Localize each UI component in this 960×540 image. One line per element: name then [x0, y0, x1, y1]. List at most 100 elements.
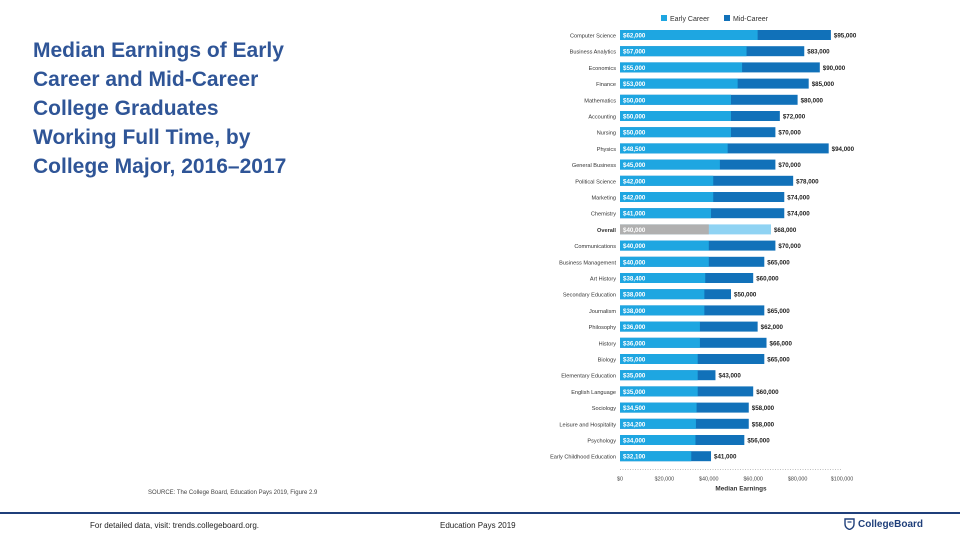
data-label-mid: $70,000 — [778, 130, 801, 137]
data-label-mid: $90,000 — [823, 65, 846, 72]
category-label: Psychology — [587, 439, 616, 445]
data-label-early: $50,000 — [623, 97, 646, 104]
bar-early-career — [620, 435, 696, 445]
data-label-early: $38,000 — [623, 292, 646, 299]
data-label-early: $62,000 — [623, 33, 646, 40]
data-label-mid: $50,000 — [734, 292, 757, 299]
logo-text: CollegeBoard — [858, 518, 924, 530]
data-label-early: $35,000 — [623, 357, 646, 364]
bar-early-career — [620, 451, 692, 462]
data-label-mid: $74,000 — [787, 211, 810, 218]
category-label: Accounting — [588, 115, 616, 121]
data-label-mid: $83,000 — [807, 49, 830, 56]
legend-swatch-mid — [724, 15, 730, 21]
data-label-mid: $85,000 — [812, 81, 835, 88]
bar-early-career — [620, 46, 747, 57]
data-label-early: $34,000 — [623, 438, 646, 445]
data-label-mid: $65,000 — [767, 259, 790, 266]
data-label-mid: $66,000 — [770, 340, 793, 347]
bar-early-career — [620, 78, 738, 89]
data-label-mid: $65,000 — [767, 308, 790, 315]
bar-early-career — [620, 386, 698, 397]
bar-early-career — [620, 208, 712, 219]
x-tick-label: $40,000 — [699, 476, 719, 482]
data-label-mid: $58,000 — [752, 405, 775, 412]
category-label: Journalism — [589, 309, 616, 315]
data-label-early: $57,000 — [623, 49, 646, 56]
bar-early-career — [620, 418, 696, 429]
bar-early-career — [620, 224, 709, 235]
category-label: Overall — [597, 228, 616, 234]
category-label: General Business — [572, 163, 616, 169]
bar-early-career — [620, 273, 706, 283]
category-label: Political Science — [575, 179, 616, 185]
footer-link-text: For detailed data, visit: trends.college… — [90, 521, 259, 530]
data-label-mid: $60,000 — [756, 276, 779, 283]
bar-chart: Early Career Mid-Career Computer Science $6… — [550, 15, 857, 492]
bar-early-career — [620, 240, 709, 251]
footer-publication: Education Pays 2019 — [440, 521, 516, 530]
category-label: Chemistry — [591, 212, 616, 218]
data-label-early: $40,000 — [623, 243, 646, 250]
data-label-early: $34,500 — [623, 405, 646, 412]
x-tick-label: $80,000 — [788, 476, 808, 482]
data-label-early: $45,000 — [623, 162, 646, 169]
bar-early-career — [620, 159, 720, 170]
bar-early-career — [620, 111, 731, 121]
category-label: Secondary Education — [563, 293, 616, 299]
bar-early-career — [620, 143, 728, 154]
bar-early-career — [620, 321, 700, 332]
data-label-early: $48,500 — [623, 146, 646, 153]
data-label-early: $50,000 — [623, 130, 646, 137]
data-label-early: $40,000 — [623, 227, 646, 234]
footer-divider — [0, 512, 960, 514]
x-tick-label: $100,000 — [831, 476, 853, 482]
category-label: Leisure and Hospitality — [559, 422, 616, 428]
category-label: Mathematics — [584, 98, 616, 104]
category-label: Early Childhood Education — [550, 455, 616, 461]
data-label-mid: $95,000 — [834, 33, 857, 40]
data-label-mid: $78,000 — [796, 178, 819, 185]
category-label: Marketing — [591, 196, 616, 202]
data-label-early: $50,000 — [623, 114, 646, 121]
category-label: Business Management — [559, 260, 616, 266]
category-label: Elementary Education — [561, 374, 616, 380]
shield-icon — [844, 518, 855, 530]
page-title: Median Earnings of Early Career and Mid-… — [33, 39, 287, 178]
data-label-mid: $65,000 — [767, 357, 790, 364]
legend-swatch-early — [661, 15, 667, 21]
data-label-early: $55,000 — [623, 65, 646, 72]
category-label: Art History — [590, 277, 616, 283]
category-label: Sociology — [592, 406, 616, 412]
data-label-mid: $70,000 — [778, 162, 801, 169]
data-label-mid: $74,000 — [787, 195, 810, 202]
data-label-mid: $60,000 — [756, 389, 779, 396]
category-label: Communications — [574, 244, 616, 250]
data-label-early: $34,200 — [623, 421, 646, 428]
category-label: Computer Science — [570, 34, 616, 40]
category-label: Philosophy — [589, 325, 617, 331]
data-label-early: $36,000 — [623, 324, 646, 331]
college-board-logo: CollegeBoard — [844, 518, 923, 530]
bar-early-career — [620, 354, 698, 364]
bar-early-career — [620, 127, 731, 138]
category-label: Nursing — [597, 131, 616, 137]
data-label-mid: $80,000 — [801, 97, 824, 104]
data-label-early: $42,000 — [623, 178, 646, 185]
data-label-mid: $70,000 — [778, 243, 801, 250]
data-label-mid: $62,000 — [761, 324, 784, 331]
bar-early-career — [620, 402, 697, 413]
bar-early-career — [620, 256, 709, 267]
x-tick-label: $60,000 — [743, 476, 763, 482]
bar-early-career — [620, 62, 743, 73]
data-label-early: $41,000 — [623, 211, 646, 218]
bar-early-career — [620, 289, 705, 300]
data-label-mid: $41,000 — [714, 454, 737, 461]
bar-early-career — [620, 370, 698, 381]
data-label-early: $53,000 — [623, 81, 646, 88]
data-label-early: $32,100 — [623, 454, 646, 461]
data-label-mid: $94,000 — [832, 146, 855, 153]
bar-early-career — [620, 94, 731, 105]
data-label-early: $38,400 — [623, 276, 646, 283]
bar-early-career — [620, 337, 700, 348]
